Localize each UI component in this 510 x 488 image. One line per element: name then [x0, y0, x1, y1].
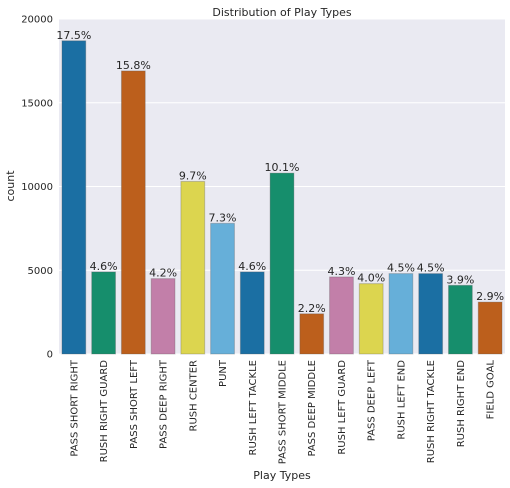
bar — [448, 284, 473, 355]
bar — [150, 278, 176, 355]
y-tick-label: 15000 — [21, 98, 53, 109]
x-tick-label: PASS DEEP RIGHT — [159, 359, 170, 449]
x-tick-label: PASS DEEP MIDDLE — [307, 360, 318, 457]
x-tick-label: RUSH CENTER — [188, 360, 199, 432]
bar-annotation: 4.3% — [327, 265, 355, 278]
bar-annotation: 4.6% — [238, 260, 266, 273]
bar-annotation: 4.5% — [417, 262, 445, 275]
chart-title: Distribution of Play Types — [212, 6, 351, 19]
bar-annotation: 2.2% — [298, 302, 326, 315]
x-tick-label: RUSH RIGHT GUARD — [99, 360, 110, 463]
bar-annotation: 9.7% — [179, 169, 207, 182]
bar — [358, 283, 384, 355]
x-tick-label: RUSH RIGHT TACKLE — [426, 360, 437, 463]
y-tick-label: 0 — [47, 350, 53, 361]
x-tick-label: PASS SHORT RIGHT — [69, 359, 80, 457]
bar-annotation: 15.8% — [116, 59, 151, 72]
bar-annotation: 4.2% — [149, 267, 177, 280]
bar — [388, 273, 414, 355]
bar — [120, 70, 146, 355]
bar — [210, 222, 235, 355]
bar — [180, 180, 206, 355]
x-tick-label: PASS DEEP LEFT — [367, 359, 378, 441]
bar-annotation: 4.5% — [387, 262, 415, 275]
bar — [329, 276, 354, 355]
bar-annotation: 7.3% — [209, 211, 237, 224]
x-tick-label: RUSH LEFT TACKLE — [248, 360, 259, 456]
bar — [477, 301, 503, 355]
x-axis-label: Play Types — [253, 469, 311, 482]
x-tick-label: RUSH RIGHT END — [456, 360, 467, 448]
bar-annotation: 4.6% — [90, 260, 118, 273]
x-tick-label: PASS SHORT MIDDLE — [278, 360, 289, 464]
x-tick-label: RUSH LEFT GUARD — [337, 360, 348, 455]
y-tick-label: 20000 — [21, 15, 53, 26]
bar-annotation: 4.0% — [357, 272, 385, 285]
x-tick-label: RUSH LEFT END — [396, 360, 407, 440]
bar-annotation: 3.9% — [446, 273, 474, 286]
bar — [91, 271, 116, 355]
x-tick-label: PUNT — [218, 359, 229, 387]
y-axis-label: count — [4, 170, 17, 202]
bar-annotation: 10.1% — [265, 161, 300, 174]
bar — [239, 271, 265, 355]
bar — [61, 40, 87, 355]
bar — [269, 172, 295, 355]
y-tick-label: 10000 — [21, 182, 53, 193]
bar — [299, 313, 325, 355]
bar — [418, 273, 444, 355]
x-tick-label: FIELD GOAL — [486, 360, 497, 420]
bar-annotation: 2.9% — [476, 290, 504, 303]
y-tick-label: 5000 — [28, 266, 53, 277]
x-tick-label: PASS SHORT LEFT — [129, 359, 140, 449]
bar-annotation: 17.5% — [56, 29, 91, 42]
